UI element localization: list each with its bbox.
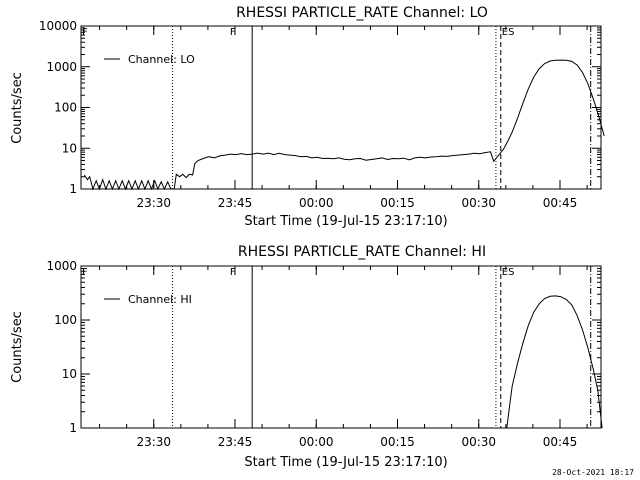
- hi-y-axis: 1 10 100 1000: [46, 259, 601, 435]
- lo-x-tick-label: 00:45: [543, 196, 578, 210]
- hi-y-tick-label: 10: [62, 367, 77, 381]
- hi-marker-label: F: [230, 267, 236, 278]
- lo-y-tick-label: 100: [54, 101, 77, 115]
- hi-x-tick-label: 00:00: [299, 435, 334, 449]
- hi-plot-frame: [80, 265, 602, 429]
- lo-y-tick-label: 1000: [46, 60, 77, 74]
- hi-x-axis-label: Start Time (19-Jul-15 23:17:10): [244, 455, 447, 470]
- hi-channel-panel: RHESSI PARTICLE_RATE Channel: HI 1101001…: [10, 244, 603, 470]
- lo-plot-frame: [80, 25, 602, 190]
- lo-event-lines: F ES F: [82, 26, 592, 189]
- lo-y-tick-label: 10000: [39, 19, 77, 33]
- footer-date: 28-Oct-2021 18:17: [552, 468, 634, 477]
- lo-y-tick-label: 1: [69, 182, 77, 196]
- hi-chart-title: RHESSI PARTICLE_RATE Channel: HI: [238, 244, 486, 260]
- lo-marker-label: F: [230, 27, 236, 38]
- lo-series-line: [83, 59, 605, 191]
- lo-y-tick-label: 10: [62, 141, 77, 155]
- lo-x-axis-label: Start Time (19-Jul-15 23:17:10): [244, 214, 447, 229]
- hi-y-tick-label: 1: [69, 421, 77, 435]
- hi-x-tick-label: 00:15: [380, 435, 415, 449]
- hi-series-line: [506, 295, 603, 429]
- hi-edge-marker-label: F: [82, 267, 88, 278]
- hi-y-tick-label: 100: [54, 313, 77, 327]
- hi-marker-label: ES: [502, 267, 515, 278]
- hi-x-tick-label: 23:45: [218, 435, 253, 449]
- hi-legend-label: Channel: HI: [128, 293, 192, 306]
- lo-x-tick-label: 23:45: [218, 196, 253, 210]
- lo-x-tick-label: 23:30: [136, 196, 171, 210]
- lo-chart-title: RHESSI PARTICLE_RATE Channel: LO: [236, 5, 488, 21]
- lo-x-axis: 23:30 23:45 00:00 00:15 00:30 00:45: [99, 26, 588, 210]
- lo-marker-label: ES: [502, 27, 515, 38]
- lo-y-axis: 1 10 100 1000 10000: [39, 19, 601, 196]
- lo-channel-panel: RHESSI PARTICLE_RATE Channel: LO 1101001…: [10, 5, 605, 229]
- lo-x-tick-label: 00:15: [380, 196, 415, 210]
- lo-legend-label: Channel: LO: [128, 53, 195, 66]
- hi-y-tick-label: 1000: [46, 259, 77, 273]
- hi-x-tick-label: 00:30: [461, 435, 496, 449]
- lo-y-axis-label: Counts/sec: [10, 72, 25, 144]
- hi-x-tick-label: 00:45: [543, 435, 578, 449]
- hi-event-lines: F ES F: [82, 266, 592, 428]
- hi-x-axis: 23:30 23:45 00:00 00:15 00:30 00:45: [99, 266, 588, 449]
- hi-y-axis-label: Counts/sec: [10, 311, 25, 383]
- hi-x-tick-label: 23:30: [136, 435, 171, 449]
- lo-edge-marker-label: F: [82, 27, 88, 38]
- lo-x-tick-label: 00:30: [461, 196, 496, 210]
- lo-x-tick-label: 00:00: [299, 196, 334, 210]
